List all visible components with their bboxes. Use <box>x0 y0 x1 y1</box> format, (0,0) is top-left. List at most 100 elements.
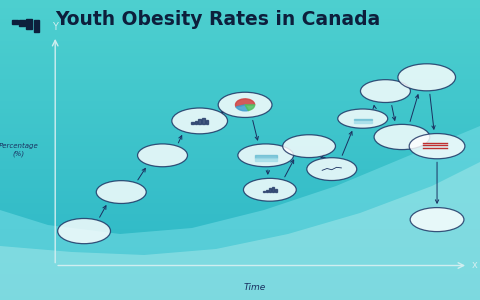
Bar <box>0 281 480 285</box>
Ellipse shape <box>338 109 388 128</box>
Bar <box>0 259 480 262</box>
Bar <box>0 251 480 255</box>
Bar <box>0 221 480 225</box>
Bar <box>0 105 480 109</box>
Text: Time: Time <box>243 284 265 292</box>
Bar <box>195 121 197 124</box>
Ellipse shape <box>409 134 465 159</box>
Bar <box>0 225 480 229</box>
Bar <box>0 116 480 120</box>
Bar <box>0 90 480 94</box>
Bar <box>0 38 480 41</box>
Bar <box>0 202 480 206</box>
Bar <box>0 210 480 214</box>
Bar <box>0 139 480 142</box>
Ellipse shape <box>96 181 146 203</box>
Bar <box>0 184 480 188</box>
Bar <box>12 20 18 24</box>
Bar <box>0 98 480 101</box>
Bar <box>0 41 480 45</box>
Bar <box>0 124 480 128</box>
Bar <box>0 158 480 161</box>
Bar <box>263 190 265 192</box>
Bar <box>0 26 480 30</box>
Bar <box>0 150 480 154</box>
Ellipse shape <box>410 208 464 232</box>
Bar <box>0 101 480 105</box>
Ellipse shape <box>374 124 430 150</box>
Bar <box>0 0 480 4</box>
Bar <box>275 189 277 192</box>
Bar <box>0 255 480 259</box>
Bar <box>0 240 480 244</box>
Polygon shape <box>0 126 480 300</box>
Bar <box>0 109 480 112</box>
Bar <box>0 270 480 274</box>
Ellipse shape <box>360 80 410 103</box>
Bar <box>0 34 480 38</box>
Ellipse shape <box>243 178 296 201</box>
Bar <box>0 229 480 232</box>
Bar <box>0 244 480 248</box>
Text: x: x <box>472 260 478 271</box>
Bar <box>0 218 480 221</box>
Bar <box>0 49 480 52</box>
Bar <box>202 118 204 124</box>
Bar <box>0 289 480 292</box>
Bar <box>0 214 480 218</box>
Bar <box>0 19 480 22</box>
Ellipse shape <box>138 144 188 167</box>
Ellipse shape <box>283 135 336 158</box>
Text: Youth Obesity Rates in Canada: Youth Obesity Rates in Canada <box>55 10 381 29</box>
Ellipse shape <box>238 144 294 167</box>
Bar <box>272 187 274 192</box>
Bar <box>0 266 480 270</box>
Text: Y: Y <box>52 22 58 32</box>
Bar <box>206 120 208 124</box>
Bar <box>191 122 193 124</box>
Bar <box>255 158 276 160</box>
Bar <box>0 274 480 278</box>
Bar <box>0 296 480 300</box>
Bar <box>0 232 480 236</box>
Ellipse shape <box>307 158 357 181</box>
Bar <box>0 180 480 184</box>
Bar <box>19 20 25 26</box>
Bar <box>0 45 480 49</box>
Bar <box>0 64 480 68</box>
Bar <box>0 169 480 172</box>
Bar <box>0 15 480 19</box>
Bar <box>0 285 480 289</box>
Ellipse shape <box>172 108 228 134</box>
Bar <box>0 112 480 116</box>
Bar <box>0 146 480 150</box>
Bar <box>0 195 480 199</box>
Bar <box>266 190 268 192</box>
Bar <box>0 120 480 124</box>
Bar <box>0 188 480 191</box>
Bar <box>269 188 271 192</box>
Bar <box>0 278 480 281</box>
Bar <box>0 52 480 56</box>
Bar <box>0 4 480 8</box>
Bar <box>0 56 480 60</box>
Ellipse shape <box>58 218 110 244</box>
Bar <box>0 206 480 210</box>
Bar <box>0 11 480 15</box>
Text: Percentage
(%): Percentage (%) <box>0 143 38 157</box>
Bar <box>0 248 480 251</box>
Bar <box>0 172 480 176</box>
Bar <box>0 236 480 240</box>
Bar <box>0 86 480 90</box>
Wedge shape <box>236 99 255 107</box>
Polygon shape <box>0 162 480 300</box>
Bar <box>0 71 480 75</box>
Bar <box>0 22 480 26</box>
Bar <box>0 131 480 135</box>
Bar <box>0 199 480 203</box>
Bar <box>354 118 372 120</box>
Bar <box>0 128 480 131</box>
Bar <box>0 161 480 165</box>
Bar <box>0 75 480 79</box>
Bar <box>0 30 480 34</box>
